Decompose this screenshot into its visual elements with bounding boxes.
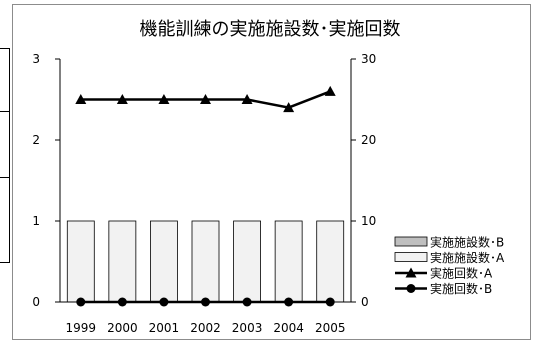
x-tick-label: 1999 <box>66 321 97 335</box>
x-tick-label: 2005 <box>315 321 346 335</box>
line-point <box>158 94 170 104</box>
legend-label: 実施施設数･A <box>430 250 505 265</box>
line-point <box>201 297 210 307</box>
line-point <box>324 85 336 96</box>
line-point <box>117 297 127 307</box>
line-point <box>284 297 294 307</box>
left-edge-divider <box>0 177 10 178</box>
bar <box>233 220 261 303</box>
legend-label: 実施施設数･B <box>430 235 504 250</box>
x-tick-label: 2003 <box>232 321 263 335</box>
line-point <box>283 102 295 113</box>
y-left-tick-label: 1 <box>32 214 40 228</box>
bar <box>316 220 345 303</box>
x-tick-label: 2002 <box>190 321 221 335</box>
x-tick-label: 2004 <box>273 321 304 335</box>
x-tick-label: 2000 <box>107 321 138 335</box>
y-left-tick-label: 2 <box>32 133 40 147</box>
x-tick-label: 2001 <box>149 321 180 335</box>
line-point <box>405 267 417 278</box>
y-right-tick-label: 0 <box>361 295 369 309</box>
line-point <box>76 297 86 307</box>
line-point <box>200 94 211 104</box>
line-point <box>116 94 128 104</box>
y-left-tick-label: 0 <box>32 295 40 309</box>
legend-swatch <box>394 236 428 247</box>
bar <box>150 220 178 303</box>
line-point <box>406 284 416 293</box>
y-right-tick-label: 20 <box>361 133 376 147</box>
legend-swatch <box>394 252 428 262</box>
left-edge-divider <box>0 111 10 112</box>
line-point <box>159 297 169 307</box>
bar <box>66 220 95 303</box>
legend-label: 実施回数･B <box>430 281 492 296</box>
bar <box>108 220 137 303</box>
line-point <box>242 297 252 307</box>
y-left-tick-label: 3 <box>32 52 40 66</box>
bar <box>274 220 303 303</box>
y-right-tick-label: 30 <box>361 52 376 66</box>
line-point <box>241 94 253 104</box>
y-right-tick-label: 10 <box>361 214 376 228</box>
bar <box>191 220 220 303</box>
line-point <box>325 297 335 307</box>
left-edge-frame <box>0 48 10 263</box>
chart-title: 機能訓練の実施施設数･実施回数 <box>140 19 401 40</box>
legend-label: 実施回数･A <box>430 266 493 281</box>
chart-frame <box>12 4 531 340</box>
line-point <box>75 94 87 104</box>
